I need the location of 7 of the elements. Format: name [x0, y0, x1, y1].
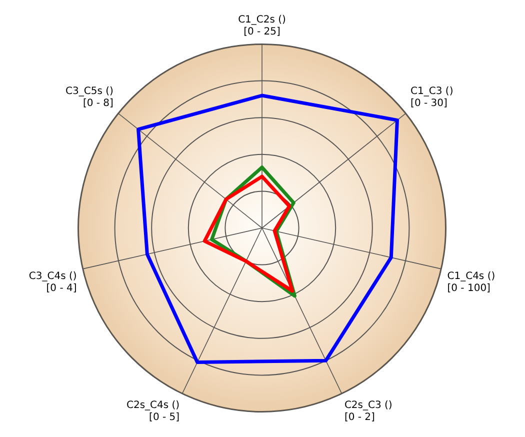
spoke-label: C1_C3 () [0 - 30] — [410, 86, 454, 110]
spoke-label: C3_C4s () [0 - 4] — [28, 270, 77, 294]
spoke-label: C2s_C3 () [0 - 2] — [344, 400, 392, 423]
spoke-label: C1_C4s () [0 - 100] — [447, 270, 496, 294]
spoke-label: C3_C5s () [0 - 8] — [66, 86, 114, 110]
spoke-label: C1_C2s () [0 - 25] — [238, 14, 286, 38]
spoke-label: C2s_C4s () [0 - 5] — [126, 400, 180, 423]
